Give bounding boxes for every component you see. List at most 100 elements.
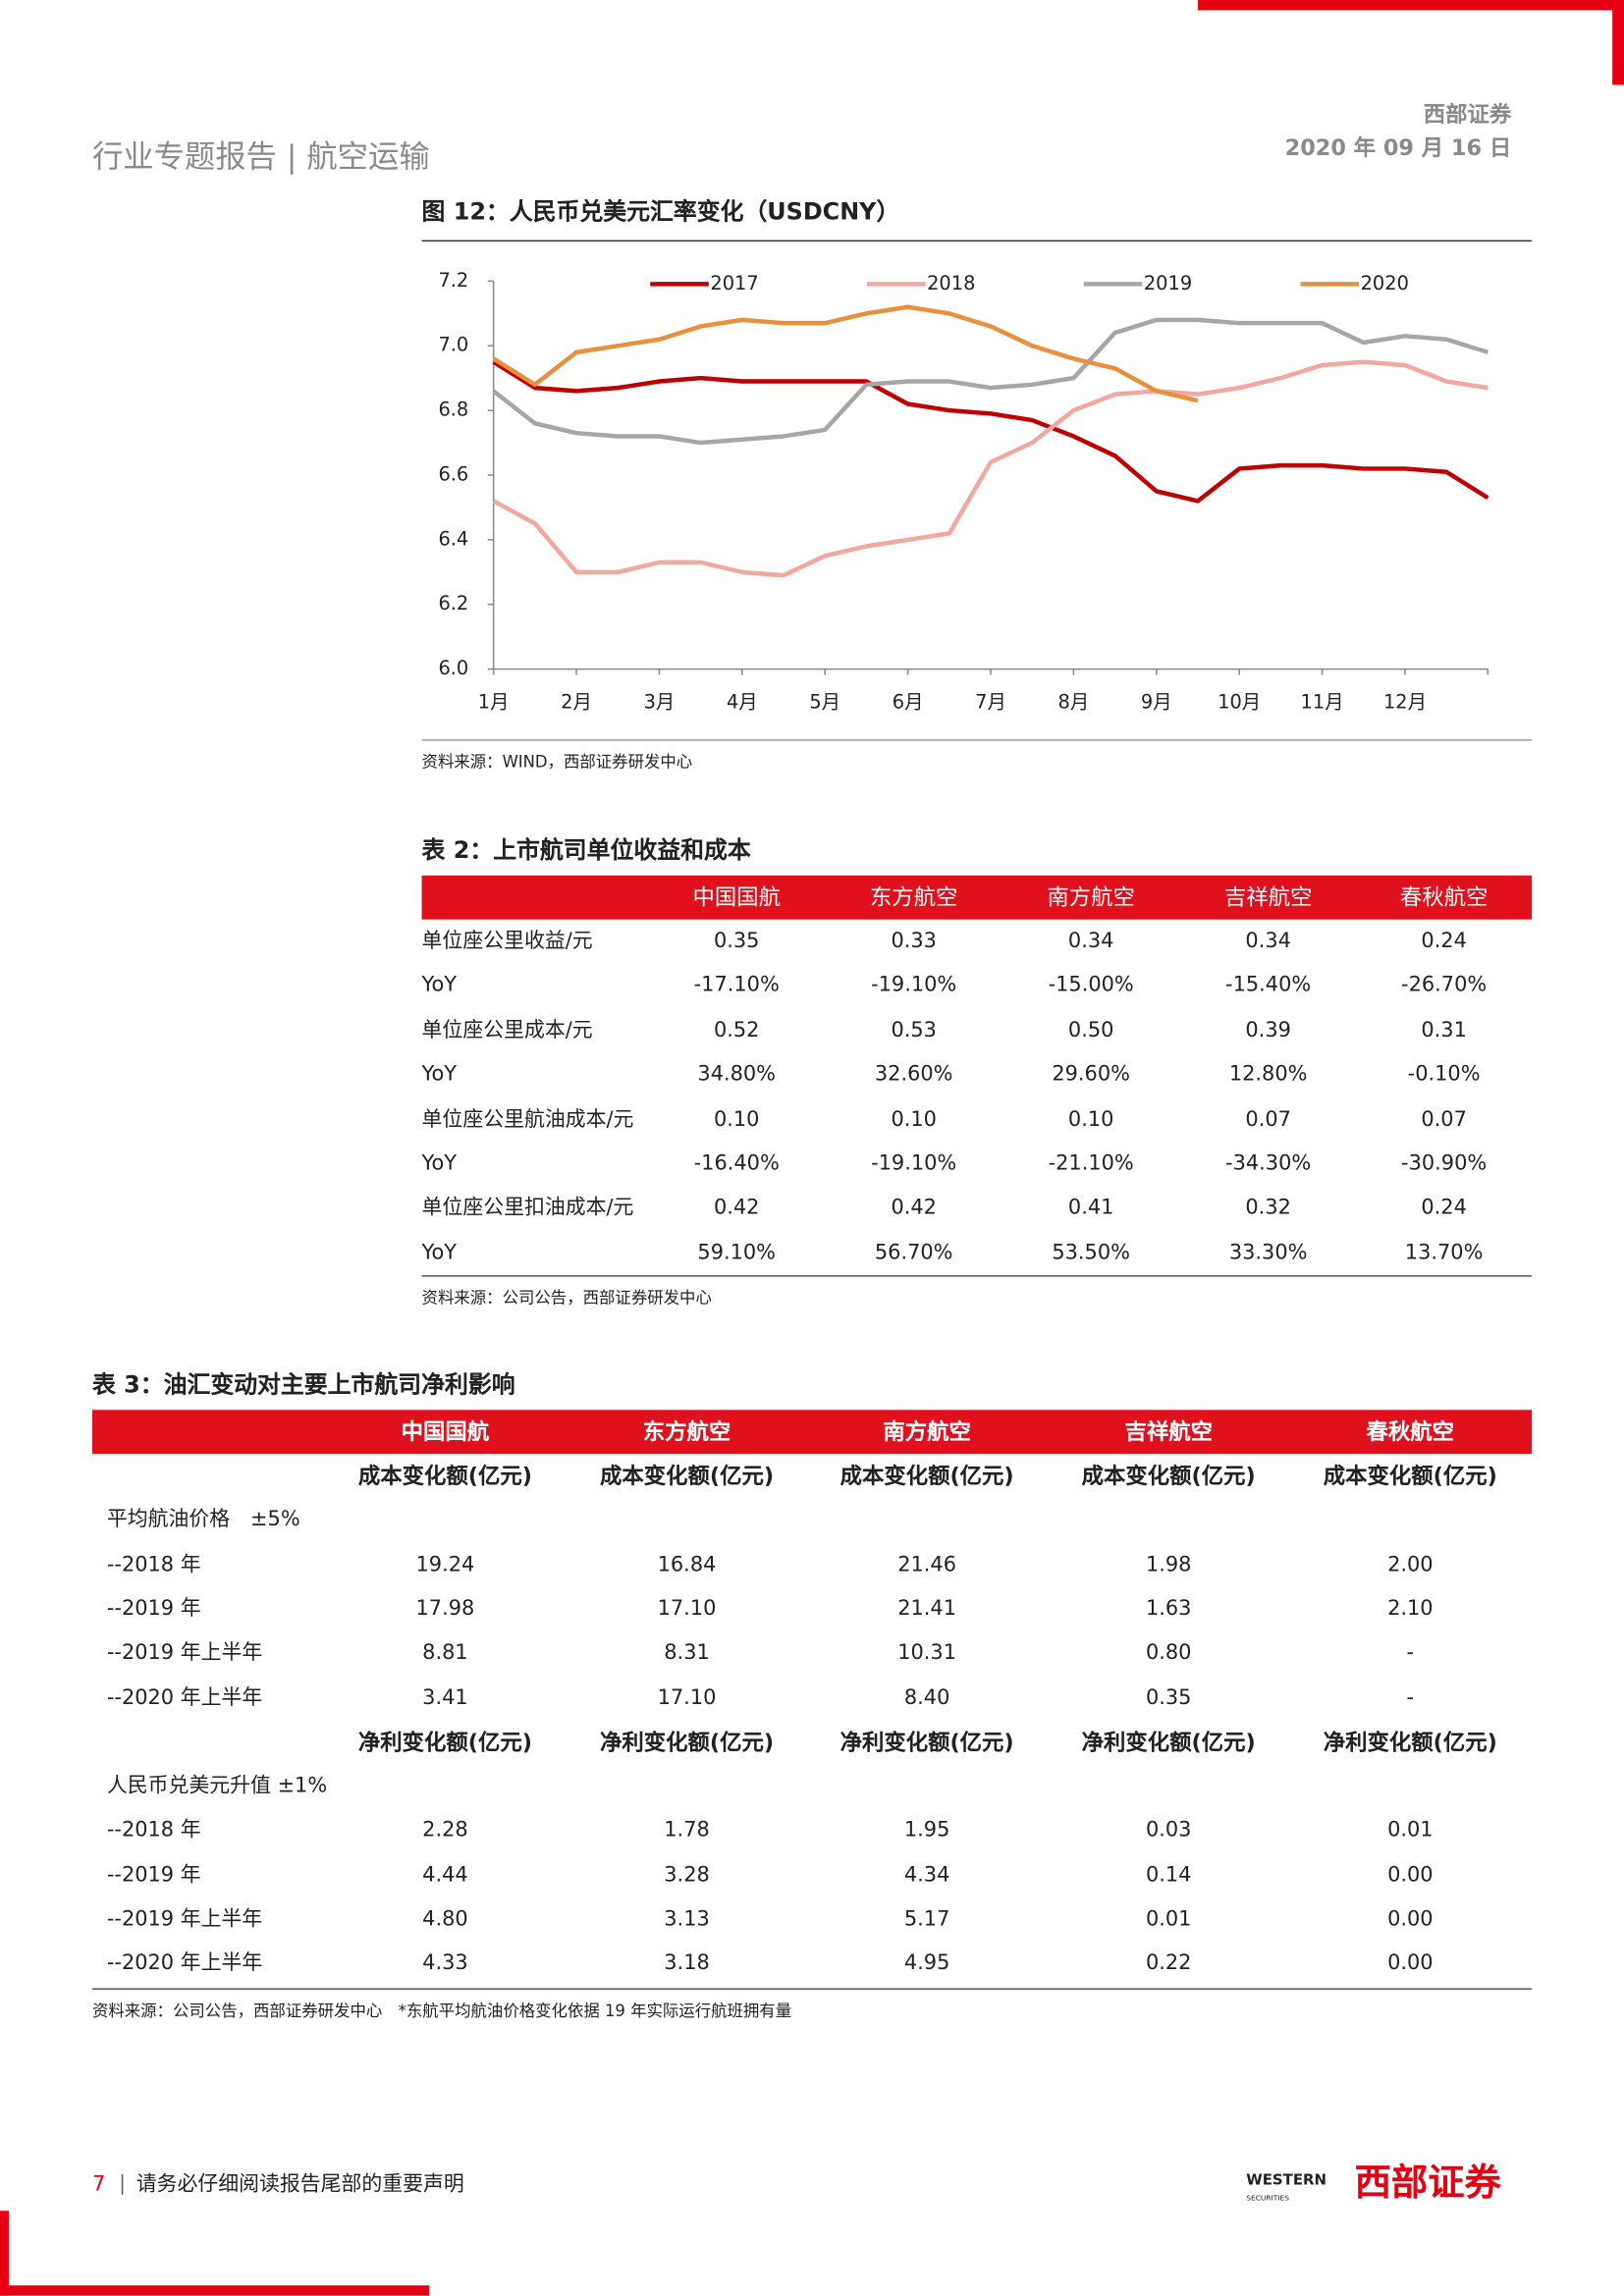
cell: -16.40%	[693, 1151, 780, 1176]
cell: -19.10%	[871, 1151, 957, 1176]
row-label: --2019 年上半年	[106, 1641, 263, 1666]
table-header-bg	[421, 875, 1533, 920]
figure-source: 资料来源：WIND，西部证券研发中心	[421, 752, 693, 773]
column-header: 南方航空	[1047, 883, 1135, 911]
cell: 0.35	[713, 930, 760, 953]
cell: -17.10%	[693, 974, 780, 998]
column-header: 春秋航空	[1366, 1418, 1455, 1446]
rule	[91, 1988, 1533, 1990]
cell: 0.14	[1145, 1863, 1192, 1888]
cell: -34.30%	[1225, 1151, 1312, 1176]
sub-header: 成本变化额(亿元)	[357, 1463, 532, 1489]
row-label: YoY	[421, 1063, 458, 1087]
bottom-bar-vertical	[0, 2211, 9, 2296]
cell: 3.13	[664, 1907, 710, 1932]
cell: -15.40%	[1225, 974, 1312, 998]
row-label: YoY	[421, 1241, 458, 1265]
cell: 0.80	[1145, 1641, 1192, 1666]
y-tick-label: 6.4	[438, 527, 468, 550]
cell: 0.42	[713, 1197, 760, 1221]
column-header: 中国国航	[401, 1418, 490, 1446]
cell: 17.98	[415, 1597, 475, 1621]
row-label: --2019 年	[106, 1863, 201, 1888]
rule	[421, 240, 1533, 242]
y-tick-label: 7.0	[438, 334, 468, 356]
table-title: 表 2：上市航司单位收益和成本	[421, 835, 751, 864]
cell: 34.80%	[697, 1063, 777, 1087]
table-header-bg	[91, 1410, 1533, 1455]
cell: 0.24	[1421, 930, 1467, 953]
cell: 0.35	[1145, 1685, 1192, 1710]
cell: 4.44	[422, 1863, 468, 1888]
row-label: --2019 年	[106, 1597, 201, 1621]
top-bar	[1198, 0, 1624, 11]
legend-label: 2018	[927, 272, 975, 294]
cell: 0.01	[1145, 1907, 1192, 1932]
section-label: 平均航油价格 ±5%	[106, 1508, 300, 1532]
cell: 32.60%	[874, 1063, 953, 1087]
series-line	[492, 359, 1489, 578]
cell: 2.10	[1387, 1597, 1434, 1621]
page-number: 7	[91, 2172, 106, 2197]
logo-en-sub: SECURITIES	[1246, 2194, 1289, 2204]
column-header: 东方航空	[869, 883, 958, 911]
legend-label: 2020	[1361, 272, 1409, 294]
cell: 21.41	[897, 1597, 957, 1621]
cell: 0.10	[713, 1107, 760, 1132]
cell: -15.00%	[1048, 974, 1134, 998]
cell: 21.46	[897, 1552, 957, 1576]
series-line	[492, 359, 1489, 504]
cell: 0.10	[1067, 1107, 1114, 1132]
cell: 0.31	[1421, 1018, 1467, 1042]
rule	[421, 739, 1533, 741]
column-header: 吉祥航空	[1124, 1418, 1213, 1446]
table-title: 表 3：油汇变动对主要上市航司净利影响	[91, 1370, 515, 1399]
cell: 8.81	[422, 1641, 468, 1666]
cell: 0.00	[1387, 1951, 1434, 1976]
cell: 16.84	[657, 1552, 717, 1576]
cell: -30.90%	[1401, 1151, 1488, 1176]
x-tick-label: 9月	[1141, 690, 1172, 713]
sub-header: 成本变化额(亿元)	[839, 1463, 1014, 1489]
cell: 0.34	[1245, 930, 1291, 953]
cell: 56.70%	[874, 1241, 953, 1265]
cell: 13.70%	[1404, 1241, 1484, 1265]
table-source: 资料来源：公司公告，西部证券研发中心	[421, 1288, 712, 1308]
x-tick-label: 8月	[1058, 690, 1090, 713]
cell: 8.40	[903, 1685, 950, 1710]
cell: 0.52	[713, 1018, 760, 1042]
date: 2020 年 09 月 16 日	[1284, 134, 1512, 162]
y-tick-label: 6.6	[438, 462, 468, 485]
logo-en: WESTERN	[1246, 2172, 1326, 2189]
cell: 3.18	[664, 1951, 710, 1976]
sub-header: 净利变化额(亿元)	[1081, 1729, 1256, 1756]
cell: 2.00	[1387, 1552, 1434, 1576]
cell: 0.32	[1245, 1197, 1291, 1221]
row-label: 单位座公里成本/元	[421, 1018, 593, 1042]
cell: 0.33	[891, 930, 937, 953]
column-header: 南方航空	[883, 1418, 971, 1446]
cell: -26.70%	[1401, 974, 1488, 998]
sub-header: 净利变化额(亿元)	[1323, 1729, 1497, 1756]
cell: 0.42	[891, 1197, 937, 1221]
cell: 29.60%	[1052, 1063, 1130, 1087]
cell: 1.63	[1145, 1597, 1192, 1621]
x-tick-label: 6月	[893, 690, 924, 713]
cell: -	[1406, 1685, 1415, 1710]
row-label: 单位座公里航油成本/元	[421, 1107, 634, 1132]
row-label: 单位座公里扣油成本/元	[421, 1197, 634, 1221]
x-tick-label: 2月	[561, 690, 592, 713]
y-tick-label: 6.0	[438, 657, 468, 679]
y-tick-label: 6.8	[438, 399, 468, 421]
sub-header: 成本变化额(亿元)	[1081, 1463, 1256, 1489]
cell: 3.41	[422, 1685, 468, 1710]
cell: 5.17	[903, 1907, 950, 1932]
x-tick-label: 12月	[1383, 690, 1427, 713]
cell: 1.95	[903, 1819, 950, 1842]
sub-header: 净利变化额(亿元)	[599, 1729, 775, 1756]
legend-label: 2019	[1144, 272, 1192, 294]
cell: 0.10	[891, 1107, 937, 1132]
cell: -	[1406, 1641, 1415, 1666]
separator	[121, 2173, 124, 2195]
table-source: 资料来源：公司公告，西部证券研发中心 *东航平均航油价格变化依据 19 年实际运…	[91, 2001, 792, 2021]
